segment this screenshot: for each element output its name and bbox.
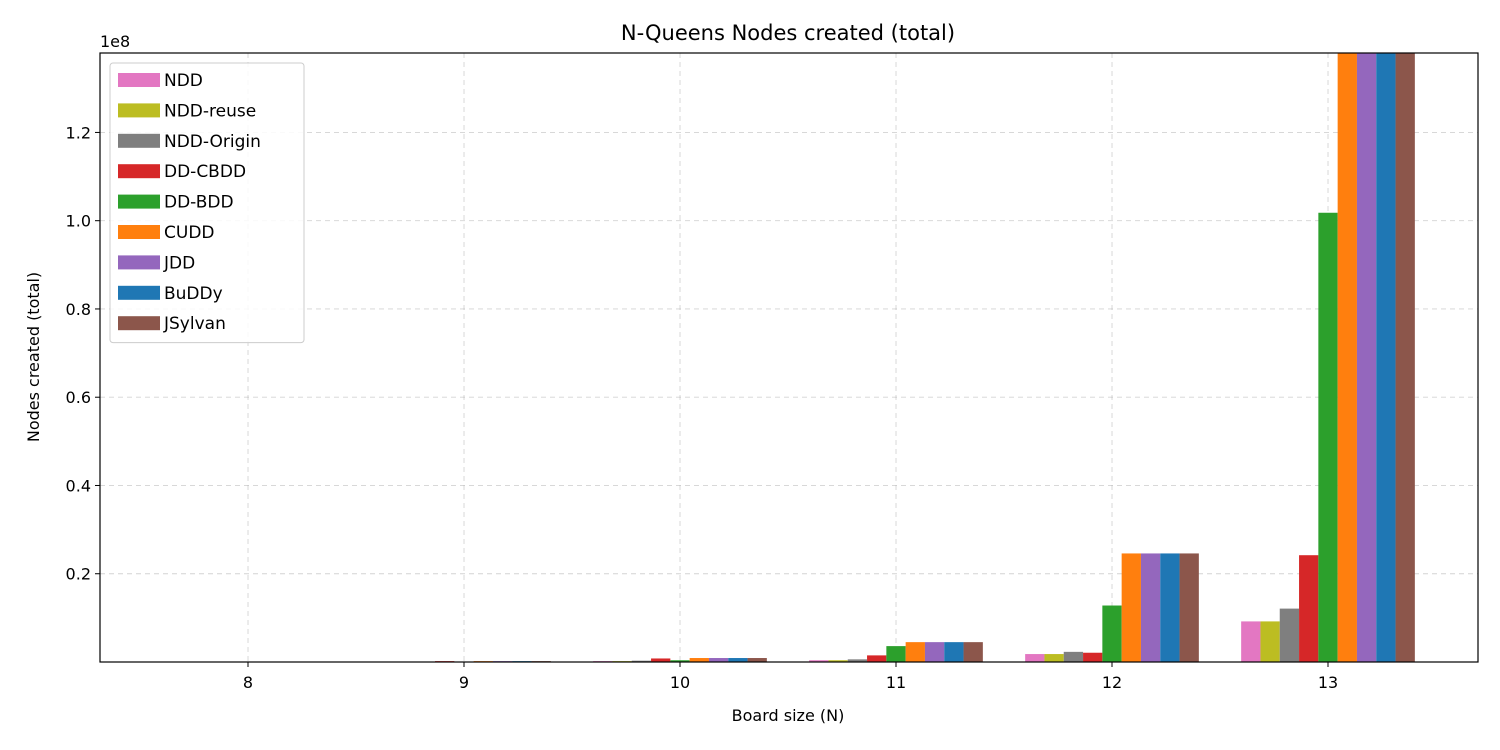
bar-ndd-reuse-13 [1260,621,1280,662]
bar-dd-bdd-11 [886,646,906,662]
y-tick-label: 1.0 [66,212,91,231]
bar-ndd-11 [809,660,829,662]
x-tick-label: 10 [670,673,690,692]
x-tick-label: 13 [1318,673,1338,692]
x-tick-label: 12 [1102,673,1122,692]
bar-jsylvan-11 [963,642,983,662]
legend-entry-label: CUDD [164,223,215,243]
bar-dd-cbdd-13 [1299,555,1319,662]
bar-cudd-12 [1121,553,1141,662]
bar-cudd-10 [689,658,709,662]
legend-swatch [118,73,160,87]
y-axis-label: Nodes created (total) [24,272,43,442]
bar-dd-bdd-13 [1318,212,1338,662]
bar-buddy-12 [1160,553,1180,662]
x-tick-label: 11 [886,673,906,692]
x-axis-label: Board size (N) [732,706,845,725]
y-axis-ticks: 0.2 0.4 0.6 0.8 1.0 1.2 [66,123,100,584]
bar-jdd-10 [708,658,729,662]
legend-entry-label: DD-BDD [164,193,234,213]
legend-swatch [118,133,160,148]
plot-frame [99,52,1479,663]
x-tick-label: 9 [459,673,469,692]
y-tick-label: 0.2 [66,565,91,584]
y-tick-label: 1.2 [66,123,91,142]
bar-cudd-11 [905,642,925,662]
bar-ndd-13 [1241,621,1261,662]
bar-ndd-origin-11 [847,659,868,662]
legend-box [109,62,305,344]
legend-swatch [118,194,160,209]
legend-swatch [118,164,160,179]
bar-buddy-13 [1376,53,1396,662]
y-tick-label: 0.6 [66,388,91,407]
bar-dd-cbdd-12 [1083,652,1103,662]
x-axis-ticks: 8 9 10 11 12 13 [243,662,1338,692]
legend-entry-label: JDD [163,253,195,273]
bar-ndd-origin-13 [1279,608,1300,662]
bar-jdd-13 [1356,53,1377,662]
legend-swatch [118,255,160,270]
legend-entry-label: JSylvan [163,314,226,334]
legend-swatch [118,285,160,300]
bar-ndd-reuse-12 [1044,654,1064,662]
bar-jsylvan-13 [1395,53,1415,662]
y-offset-label: 1e8 [100,32,130,51]
grid-lines [100,53,1478,662]
legend-entry-label: NDD-Origin [164,132,261,152]
bar-dd-cbdd-11 [867,655,887,662]
legend-entry-label: BuDDy [164,284,223,304]
legend-swatch [118,316,160,331]
bar-dd-cbdd-10 [651,658,671,662]
bar-buddy-10 [728,658,748,662]
y-tick-label: 0.8 [66,300,91,319]
chart-title: N-Queens Nodes created (total) [621,21,955,45]
bar-buddy-11 [944,642,964,662]
bar-ndd-12 [1025,654,1045,662]
bar-dd-bdd-12 [1102,605,1122,662]
bar-jsylvan-10 [747,658,767,662]
bar-cudd-13 [1337,53,1357,662]
legend: NDD NDD-reuse NDD-Origin DD-CBDD DD-BDD CUDD J… [109,62,305,344]
bar-jdd-11 [924,642,945,662]
legend-swatch [118,103,160,118]
legend-entry-label: NDD [164,71,203,91]
bar-ndd-origin-12 [1063,651,1084,662]
legend-entry-label: NDD-reuse [164,101,256,121]
legend-entry-label: DD-CBDD [164,162,246,182]
bar-jdd-12 [1140,553,1161,662]
y-tick-label: 0.4 [66,476,91,495]
x-tick-label: 8 [243,673,253,692]
bars [161,53,1415,662]
legend-swatch [118,225,160,239]
bar-ndd-reuse-11 [828,660,848,662]
bar-ndd-origin-10 [631,660,652,662]
bar-jsylvan-12 [1179,553,1199,662]
bar-dd-bdd-10 [670,660,690,662]
